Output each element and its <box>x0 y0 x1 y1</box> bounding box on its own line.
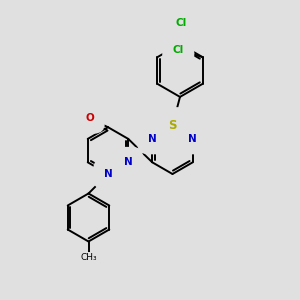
Text: CH₃: CH₃ <box>80 253 97 262</box>
Text: S: S <box>168 119 177 132</box>
Text: N: N <box>148 134 157 144</box>
Text: Cl: Cl <box>176 18 187 28</box>
Text: O: O <box>85 113 94 123</box>
Text: N: N <box>188 134 197 144</box>
Text: Cl: Cl <box>172 45 184 55</box>
Text: N: N <box>124 157 133 167</box>
Text: N: N <box>103 169 112 179</box>
